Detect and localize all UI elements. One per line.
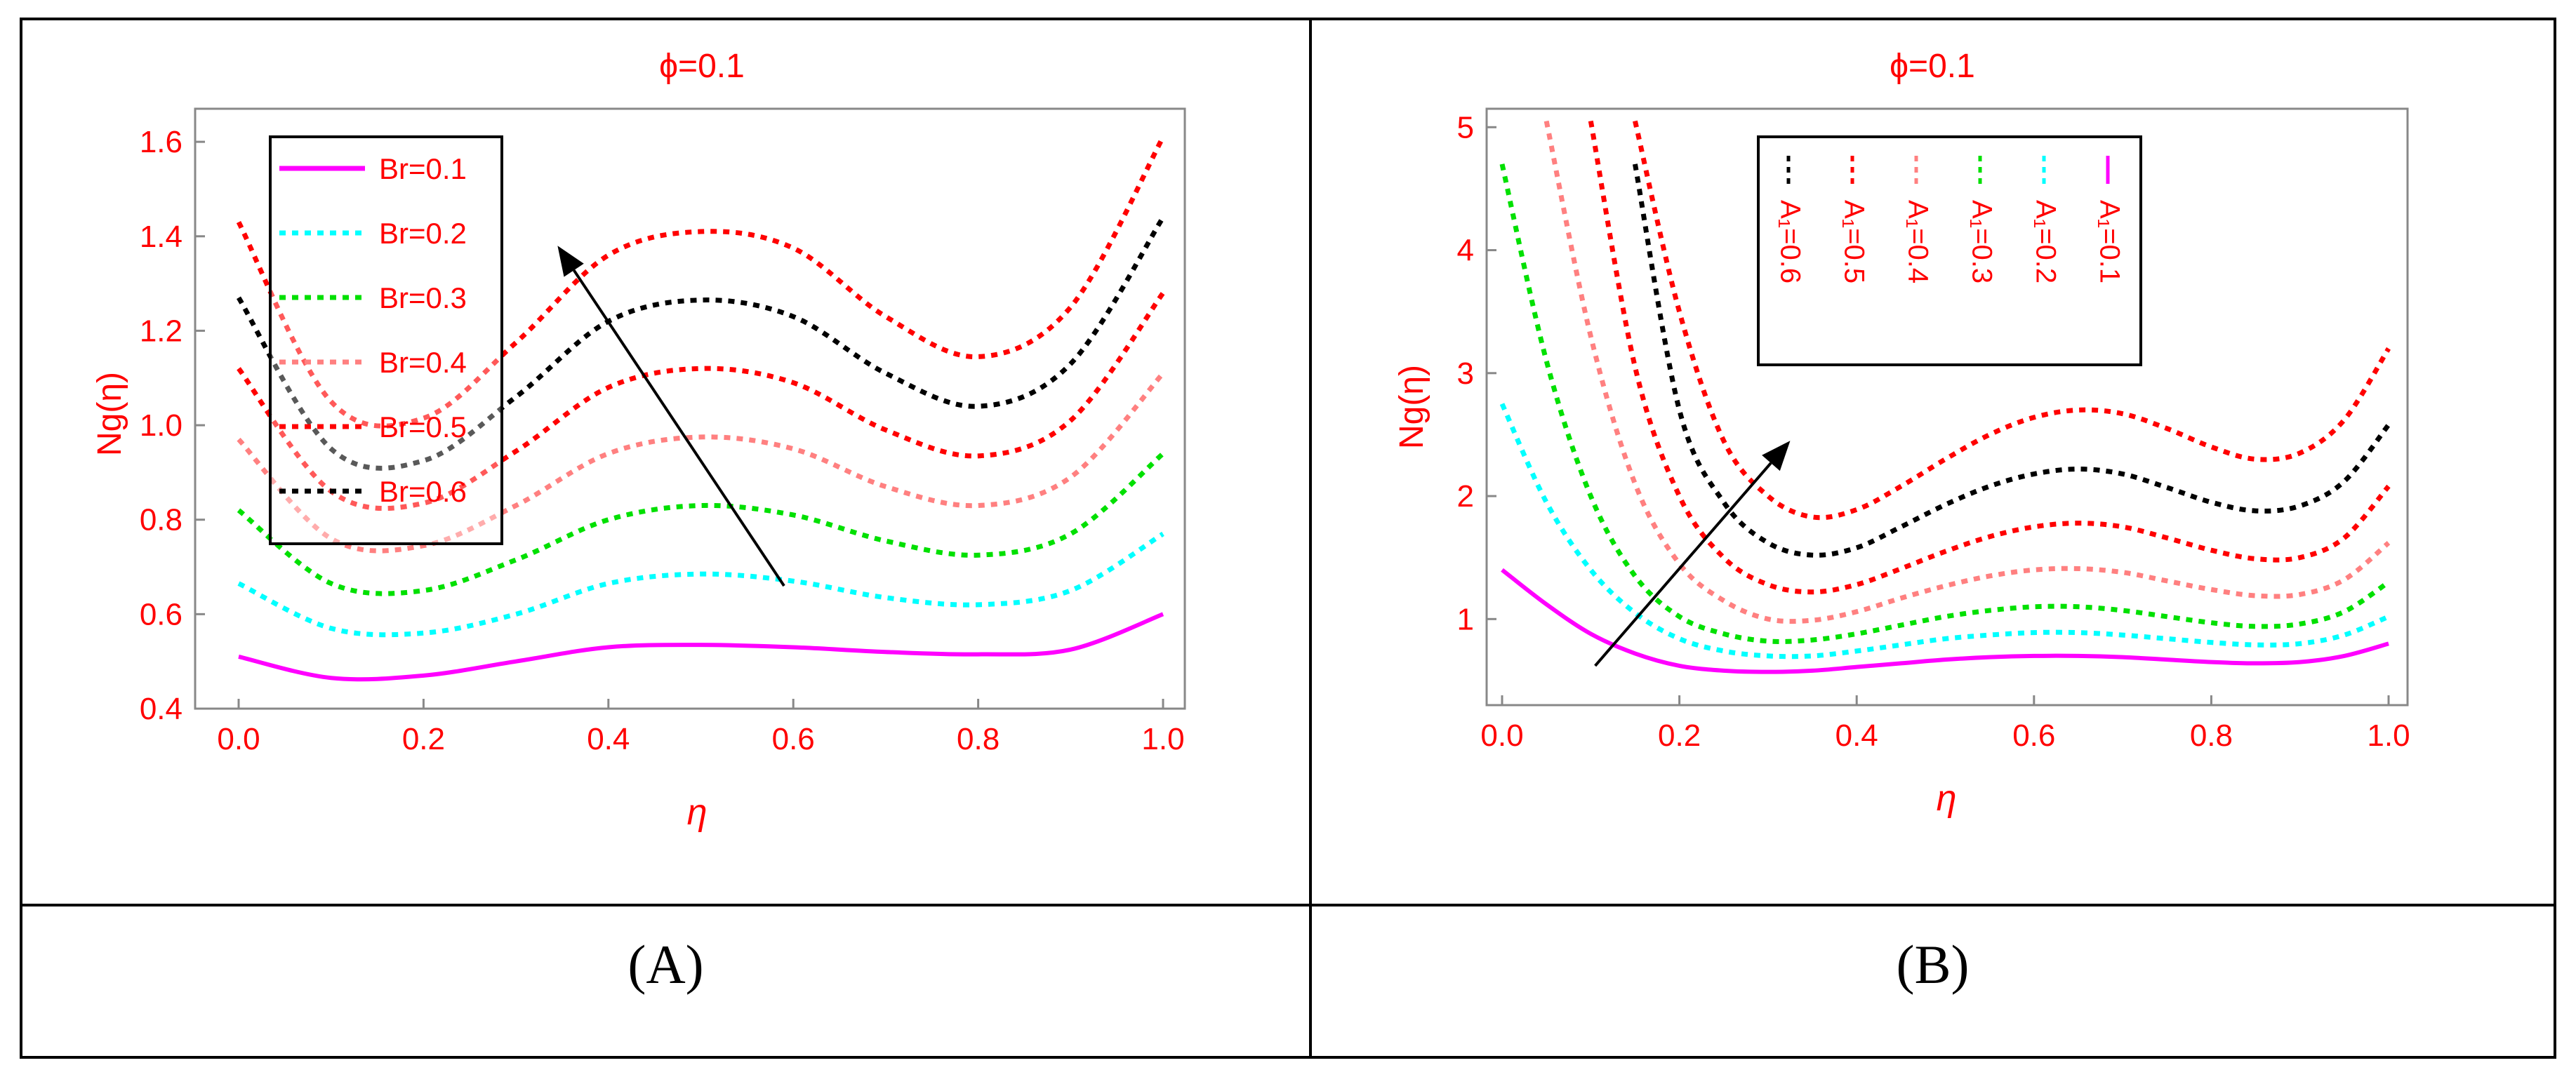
chart-b-legend: A₁=0.6 A₁=0.5 A₁=0.4 A₁=0.3 A₁=0.2 A₁=0.1 [1757, 135, 2142, 366]
chart-b-ticks: 0.0 0.2 0.4 0.6 0.8 1.0 1 2 3 4 5 [1457, 110, 2410, 753]
chart-b-xtick-label: 1.0 [2367, 718, 2410, 753]
chart-a-ytick-label: 1.0 [140, 408, 182, 443]
chart-a-arrow-shaft [572, 269, 785, 587]
chart-b-legend-label: A₁=0.1 [2094, 200, 2125, 283]
chart-a-ylabel: Ng(η) [91, 372, 128, 456]
chart-a-ytick-label: 1.2 [140, 314, 182, 348]
chart-a-arrow-head [557, 246, 584, 277]
chart-a-xtick-label: 0.8 [957, 722, 1000, 756]
chart-a-ytick-label: 1.4 [140, 220, 182, 254]
chart-a-xtick-label: 1.0 [1141, 722, 1184, 756]
panel-b-caption: (B) [1896, 934, 1970, 995]
chart-b-series-line [1499, 403, 2390, 660]
chart-b-xlabel: η [1937, 778, 1957, 819]
chart-b-xtick-label: 0.8 [2190, 718, 2233, 753]
chart-b-series [1499, 120, 2391, 674]
chart-a-series-line [237, 451, 1165, 596]
chart-b-legend-box [1757, 135, 2142, 366]
chart-a-title: ϕ=0.1 [659, 48, 745, 85]
chart-b-legend-label: A₁=0.4 [1902, 200, 1933, 283]
chart-b-series-line [1501, 568, 2389, 674]
chart-b-arrow-shaft [1594, 462, 1772, 667]
chart-b-arrow-head [1762, 441, 1791, 471]
chart-a-series [236, 135, 1166, 682]
chart-a-legend-label: Br=0.5 [379, 410, 467, 443]
chart-b-arrow [1594, 441, 1791, 667]
chart-b-ytick-label: 5 [1457, 110, 1474, 145]
chart-a-series-line [237, 531, 1164, 638]
chart-a-ytick-label: 0.8 [140, 503, 182, 537]
chart-b-xtick-label: 0.2 [1658, 718, 1701, 753]
chart-b-ytick-label: 2 [1457, 479, 1474, 514]
frame-outer-border [20, 18, 2556, 1059]
chart-b-title: ϕ=0.1 [1890, 48, 1975, 85]
chart-b-series-line [1633, 163, 2391, 558]
chart-a-plot-frame [194, 107, 1186, 710]
chart-b-legend-label: A₁=0.5 [1838, 200, 1869, 283]
chart-b-plot-frame [1485, 107, 2409, 707]
chart-a-series-line [237, 371, 1165, 554]
chart-b-xtick-label: 0.0 [1480, 718, 1523, 753]
chart-b-series-line [1588, 120, 2391, 595]
chart-b-series-line [1633, 120, 2391, 521]
chart-a-xtick-label: 0.2 [402, 722, 445, 756]
chart-a-ytick-label: 1.6 [140, 125, 182, 159]
chart-a-legend-label: Br=0.6 [379, 475, 467, 508]
chart-a-ticks: 0.0 0.2 0.4 0.6 0.8 1.0 0.4 0.6 0.8 1.0 1.2 1.4 1.6 [140, 125, 1185, 756]
chart-a-series-line [238, 612, 1164, 682]
chart-a-legend-label: Br=0.3 [379, 281, 467, 314]
chart-a-series-line [237, 215, 1165, 471]
chart-a-xtick-label: 0.4 [587, 722, 630, 756]
chart-a-xtick-label: 0.6 [772, 722, 815, 756]
chart-b-ytick-label: 4 [1457, 234, 1474, 268]
chart-b-xtick-label: 0.4 [1835, 718, 1878, 753]
chart-b-ytick-label: 1 [1457, 602, 1474, 636]
chart-a-ytick-label: 0.4 [140, 692, 182, 726]
chart-b-series-line [1543, 120, 2391, 624]
chart-a-legend-label: Br=0.2 [379, 217, 467, 250]
chart-b-ytick-label: 3 [1457, 356, 1474, 391]
chart-b-ylabel: Ng(η) [1393, 365, 1430, 449]
chart-b-legend-label: A₁=0.6 [1774, 200, 1805, 283]
chart-a-legend-label: Br=0.1 [379, 152, 467, 185]
chart-a-legend-box [269, 135, 503, 545]
chart-a-xtick-label: 0.0 [217, 722, 260, 756]
chart-a-legend-label: Br=0.4 [379, 346, 467, 379]
chart-b-xtick-label: 0.6 [2012, 718, 2055, 753]
chart-a-arrow [557, 246, 785, 587]
chart-a-ytick-label: 0.6 [140, 597, 182, 631]
chart-b-series-line [1499, 163, 2390, 644]
chart-a-legend: Br=0.1 Br=0.2 Br=0.3 Br=0.4 Br=0.5 Br=0.6 [269, 135, 503, 545]
chart-a-xlabel: η [687, 792, 708, 833]
panel-a-caption: (A) [628, 934, 704, 995]
chart-b-legend-label: A₁=0.3 [1966, 200, 1997, 283]
chart-b-legend-label: A₁=0.2 [2030, 200, 2061, 283]
